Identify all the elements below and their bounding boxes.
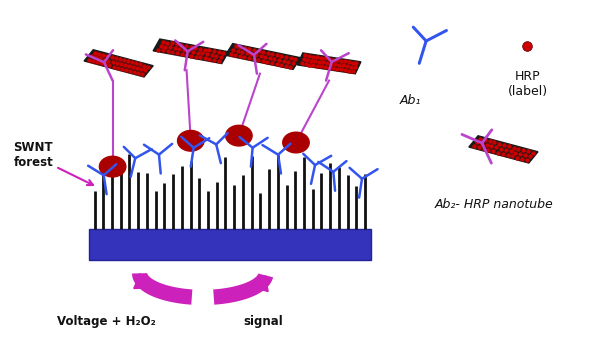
Text: Voltage + H₂O₂: Voltage + H₂O₂ (57, 315, 156, 328)
Polygon shape (225, 44, 301, 69)
Text: Ab₁: Ab₁ (399, 94, 421, 107)
Ellipse shape (178, 130, 204, 151)
Polygon shape (469, 136, 538, 163)
Ellipse shape (283, 132, 309, 153)
Ellipse shape (100, 156, 126, 177)
Text: SWNT
forest: SWNT forest (13, 141, 53, 169)
Bar (89, 229, 371, 260)
Polygon shape (297, 53, 361, 74)
Text: Ab₂- HRP nanotube: Ab₂- HRP nanotube (435, 197, 554, 211)
Text: HRP
(label): HRP (label) (507, 70, 547, 98)
Polygon shape (153, 39, 228, 64)
Polygon shape (84, 50, 153, 77)
Ellipse shape (226, 125, 252, 146)
Text: signal: signal (243, 315, 283, 328)
